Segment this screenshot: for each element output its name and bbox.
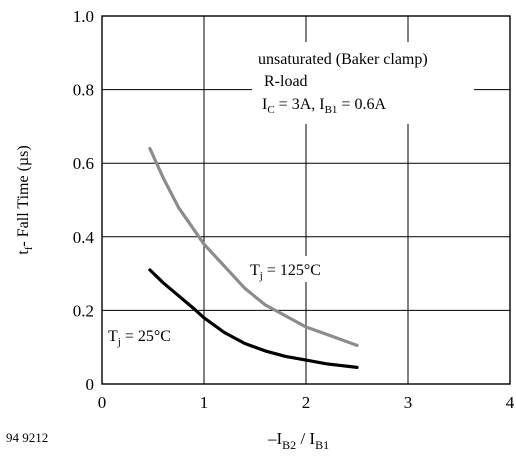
y-tick-label: 0.8 xyxy=(73,81,94,100)
annotation-ic-sub: C xyxy=(267,104,274,116)
x-tick-label: 1 xyxy=(200,393,209,412)
x-axis-label-ib1-sub: B1 xyxy=(315,438,329,452)
annotation-line-3: IC = 3A, IB1 = 0.6A xyxy=(262,96,386,116)
series-125-rest: = 125°C xyxy=(263,262,321,279)
tick-labels: 0 1 2 3 4 0 0.2 0.4 0.6 0.8 1.0 xyxy=(73,7,515,412)
series-label-125: Tj = 125°C xyxy=(246,256,358,282)
y-axis-label-sub: f xyxy=(23,246,35,250)
plot-frame xyxy=(101,15,511,385)
y-tick-label: 0 xyxy=(86,375,95,394)
series-label-25-text: Tj = 25°C xyxy=(108,328,171,348)
series-label-125-backdrop xyxy=(246,256,358,282)
series-line-0 xyxy=(148,146,359,347)
y-tick-label: 1.0 xyxy=(73,7,94,26)
figure-id: 94 9212 xyxy=(6,430,48,445)
x-tick-label: 2 xyxy=(302,393,311,412)
series-25-t: T xyxy=(108,328,118,345)
x-tick-label: 4 xyxy=(506,393,515,412)
annotation-ic: I xyxy=(262,96,267,113)
x-axis-label-ib2: –I xyxy=(267,429,283,448)
series-label-25-backdrop xyxy=(104,322,198,348)
y-tick-label: 0.4 xyxy=(73,228,95,247)
series-125-sub: j xyxy=(259,270,263,282)
x-axis-label-ib2-sub: B2 xyxy=(282,438,296,452)
x-tick-label: 3 xyxy=(404,393,413,412)
series-label-125-text: Tj = 125°C xyxy=(250,262,321,282)
y-axis-label-rest: - Fall Time (µs) xyxy=(15,145,32,246)
y-tick-label: 0.2 xyxy=(73,301,94,320)
y-axis-label-t: t xyxy=(15,250,32,255)
series-layer xyxy=(148,146,359,369)
annotation: unsaturated (Baker clamp) R-load IC = 3A… xyxy=(252,42,474,124)
annotation-line-2: R-load xyxy=(264,73,308,90)
series-label-25: Tj = 25°C xyxy=(104,322,198,348)
series-25-rest: = 25°C xyxy=(121,328,171,345)
x-tick-label: 0 xyxy=(98,393,107,412)
y-tick-label: 0.6 xyxy=(73,154,94,173)
annotation-ib-value: = 0.6A xyxy=(337,96,386,113)
annotation-backdrop xyxy=(252,42,474,124)
y-axis-label: tf- Fall Time (µs) xyxy=(15,145,35,254)
x-axis-label: –IB2 / IB1 xyxy=(267,429,329,452)
x-axis-label-ib1: / I xyxy=(296,429,315,448)
annotation-ib: = 3A, I xyxy=(275,96,325,113)
annotation-ib-sub: B1 xyxy=(325,104,338,116)
annotation-line-1: unsaturated (Baker clamp) xyxy=(258,51,428,68)
series-125-t: T xyxy=(250,262,260,279)
series-25-sub: j xyxy=(117,336,121,348)
series-line-1 xyxy=(148,268,359,369)
